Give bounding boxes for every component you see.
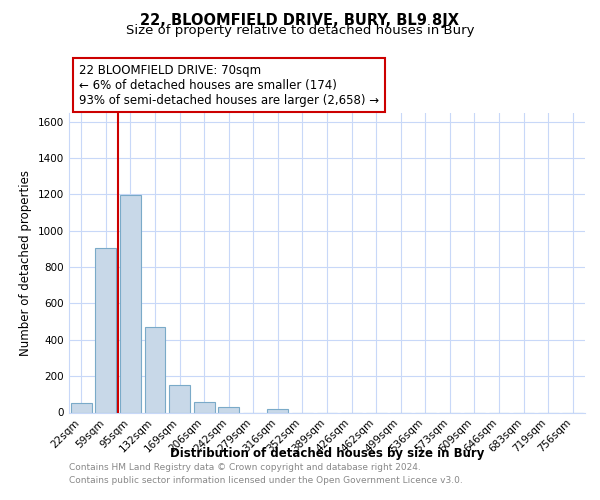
Text: 22, BLOOMFIELD DRIVE, BURY, BL9 8JX: 22, BLOOMFIELD DRIVE, BURY, BL9 8JX: [140, 12, 460, 28]
Bar: [169, 385, 190, 412]
Bar: [71, 402, 92, 412]
Text: Contains HM Land Registry data © Crown copyright and database right 2024.: Contains HM Land Registry data © Crown c…: [69, 464, 421, 472]
Bar: [95, 248, 116, 412]
Bar: [145, 327, 166, 412]
Text: 22 BLOOMFIELD DRIVE: 70sqm
← 6% of detached houses are smaller (174)
93% of semi: 22 BLOOMFIELD DRIVE: 70sqm ← 6% of detac…: [79, 64, 379, 106]
Y-axis label: Number of detached properties: Number of detached properties: [19, 170, 32, 356]
Bar: [120, 195, 141, 412]
Bar: [218, 408, 239, 412]
Text: Size of property relative to detached houses in Bury: Size of property relative to detached ho…: [126, 24, 474, 37]
Bar: [268, 409, 289, 412]
Bar: [194, 402, 215, 412]
Text: Distribution of detached houses by size in Bury: Distribution of detached houses by size …: [170, 448, 484, 460]
Text: Contains public sector information licensed under the Open Government Licence v3: Contains public sector information licen…: [69, 476, 463, 485]
